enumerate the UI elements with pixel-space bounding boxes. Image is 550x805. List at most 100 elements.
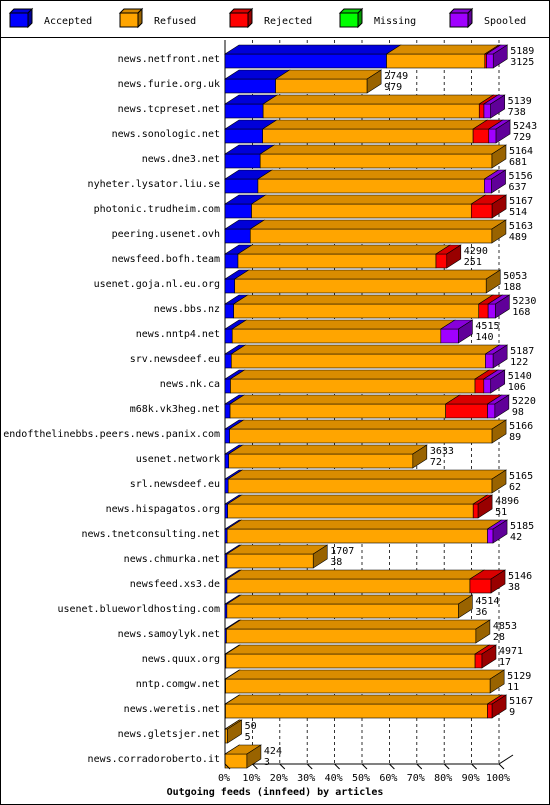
value-label-total: 50: [245, 721, 257, 732]
bar-segment-accepted: [224, 203, 252, 219]
bar-segment-accepted: [224, 478, 229, 494]
value-label-accepted: 72: [430, 457, 442, 468]
bar-18: [223, 494, 494, 519]
bar-top-refused: [261, 119, 489, 130]
bar-top-refused: [228, 419, 508, 430]
bar-side-refused: [491, 469, 507, 494]
bar-24: [223, 644, 498, 669]
value-label-total: 5185: [510, 521, 534, 532]
bar-6: [223, 194, 508, 219]
bar-segment-rejected: [478, 103, 485, 119]
bar-side-refused: [485, 269, 501, 294]
bar-segment-accepted: [224, 153, 261, 169]
host-label: usenet.network: [136, 454, 220, 465]
bar-13: [223, 369, 506, 394]
bar-segment-accepted: [224, 353, 232, 369]
legend-swatch-side-spooled: [467, 7, 473, 29]
value-label-accepted: 140: [475, 332, 493, 343]
bar-top-refused: [224, 644, 491, 655]
bar-top-refused: [225, 619, 491, 630]
bar-segment-rejected: [474, 653, 483, 669]
bar-segment-accepted: [224, 103, 264, 119]
bar-26: [223, 694, 508, 719]
bar-segment-accepted: [224, 503, 228, 519]
bar-27: [223, 719, 243, 744]
value-label-total: 5167: [509, 696, 533, 707]
bar-11: [223, 319, 474, 344]
legend-swatch-side-rejected: [247, 7, 253, 29]
value-label-accepted: 738: [508, 107, 526, 118]
value-label-accepted: 122: [510, 357, 528, 368]
bar-side-refused: [227, 719, 242, 744]
legend-swatch-rejected: [229, 12, 249, 28]
bar-top-refused: [226, 519, 503, 530]
bar-16: [223, 444, 428, 469]
host-label: m68k.vk3heg.net: [130, 404, 220, 415]
bar-side-rejected: [481, 644, 497, 669]
bar-top-refused: [231, 319, 456, 330]
host-label: nntp.comgw.net: [136, 679, 220, 690]
bar-top-refused: [232, 294, 494, 305]
x-tick-label: 100%: [486, 773, 510, 784]
value-label-accepted: 251: [464, 257, 482, 268]
bar-segment-refused: [227, 503, 474, 519]
x-tick-label: 70%: [407, 773, 425, 784]
bar-side-spooled: [458, 319, 473, 344]
host-label: news.chmurka.net: [124, 554, 220, 565]
host-label: news.nk.ca: [160, 379, 220, 390]
value-label-accepted: 28: [493, 632, 505, 643]
bar-7: [223, 219, 507, 244]
value-label-accepted: 36: [475, 607, 487, 618]
bar-top-refused: [224, 669, 506, 680]
bar-segment-refused: [226, 578, 471, 594]
bar-22: [223, 594, 474, 619]
x-tick: [498, 763, 505, 770]
bar-segment-refused: [229, 428, 493, 444]
bar-segment-spooled: [440, 328, 459, 344]
bar-8: [223, 244, 462, 269]
bar-top-refused: [227, 469, 508, 480]
bar-segment-accepted: [224, 53, 387, 69]
bar-top-refused: [225, 569, 485, 580]
bar-top-refused: [236, 244, 452, 255]
value-label-accepted: 11: [507, 682, 519, 693]
bar-segment-accepted: [224, 278, 236, 294]
bar-top-refused: [256, 169, 500, 180]
x-tick-label: 50%: [352, 773, 370, 784]
bar-top-refused: [274, 69, 383, 80]
plot-floor-depth: [498, 754, 514, 765]
bar-segment-refused: [226, 553, 314, 569]
bar-segment-accepted: [224, 428, 230, 444]
x-tick: [361, 763, 368, 770]
legend-label-spooled: Spooled: [484, 16, 526, 27]
bar-14: [223, 394, 510, 419]
value-label-total: 5156: [509, 171, 533, 182]
value-label-accepted: 38: [330, 557, 342, 568]
x-tick: [279, 763, 286, 770]
bar-segment-accepted: [224, 228, 251, 244]
x-tick-label: 10%: [242, 773, 260, 784]
value-label-total: 5187: [510, 346, 534, 357]
legend-item-spooled: Spooled: [448, 7, 526, 29]
legend-swatch-side-missing: [357, 7, 363, 29]
value-label-accepted: 637: [509, 182, 527, 193]
host-label: srv.newsdeef.eu: [130, 354, 220, 365]
bar-23: [223, 619, 491, 644]
value-label-accepted: 188: [503, 282, 521, 293]
x-tick: [334, 763, 340, 770]
bar-side-rejected: [490, 569, 506, 594]
value-label-accepted: 62: [509, 482, 521, 493]
legend-item-accepted: Accepted: [8, 7, 92, 29]
host-label: peering.usenet.ovh: [112, 229, 220, 240]
value-label-total: 5140: [508, 371, 532, 382]
value-label-accepted: 106: [508, 382, 526, 393]
bar-segment-refused: [226, 528, 488, 544]
bar-segment-spooled: [486, 53, 494, 69]
bar-segment-accepted: [224, 78, 276, 94]
value-label-total: 424: [264, 746, 282, 757]
value-label-accepted: 17: [499, 657, 511, 668]
bars: [223, 44, 512, 769]
legend-label-missing: Missing: [374, 16, 416, 27]
bar-17: [223, 469, 508, 494]
value-label-total: 5164: [509, 146, 533, 157]
